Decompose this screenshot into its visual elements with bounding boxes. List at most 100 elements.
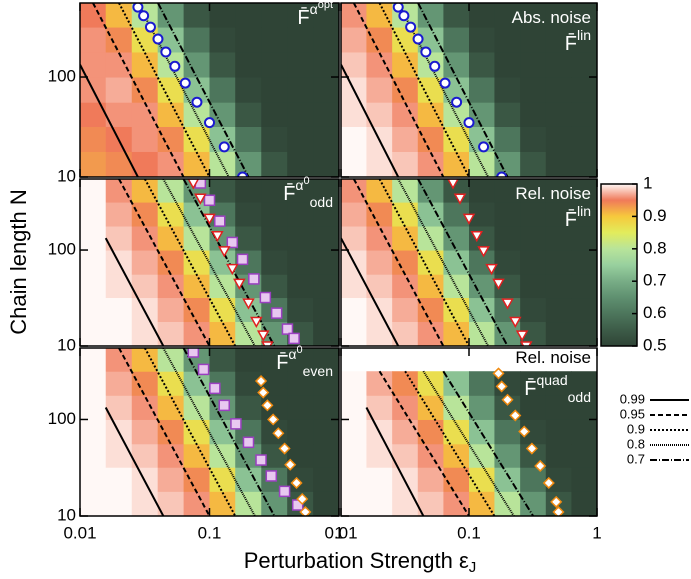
heatmap-cell — [157, 419, 185, 445]
legend-label: 0.7 — [627, 451, 645, 466]
heatmap-cell — [287, 51, 314, 78]
heatmap-cell — [341, 491, 367, 516]
heatmap-cell — [287, 179, 314, 203]
heatmap-cell — [341, 274, 367, 299]
x-tick-label: 0.1 — [198, 523, 222, 542]
panel — [341, 179, 597, 346]
heatmap-cell — [183, 3, 210, 28]
heatmap-cell — [366, 3, 393, 28]
marker-point — [203, 213, 216, 225]
panel-label-part: lin — [577, 203, 591, 219]
heatmap-cell — [392, 419, 419, 445]
heatmap-cell — [494, 77, 521, 103]
heatmap-cell — [545, 321, 572, 346]
heatmap-cell — [417, 467, 444, 492]
marker-point — [284, 458, 297, 471]
heatmap-cell — [157, 297, 185, 323]
legend-label: 0.9 — [627, 421, 645, 436]
heatmap-cell — [443, 3, 470, 28]
heatmap-cell — [366, 371, 393, 396]
heatmap-cell — [209, 321, 236, 346]
panel-label-part: F̄ — [565, 32, 577, 55]
contour-line — [417, 3, 509, 177]
heatmap-cell — [469, 419, 495, 445]
heatmap-cell — [313, 467, 339, 492]
panel-label-part: 0 — [304, 175, 310, 187]
panel — [80, 348, 339, 516]
heatmap-cell — [494, 3, 521, 28]
heatmap-cell — [520, 274, 547, 299]
heatmap-cell — [494, 179, 521, 203]
heatmap-cell — [183, 126, 210, 152]
heatmap-cell — [183, 491, 210, 516]
x-axis-label-main: Perturbation Strength ε — [244, 548, 469, 573]
heatmap-cell — [157, 467, 185, 492]
heatmap-cell — [235, 443, 262, 468]
panel-label-part: Rel. noise — [515, 348, 591, 367]
heatmap-cell — [235, 3, 262, 28]
heatmap-cell — [545, 179, 572, 203]
heatmap-cell — [341, 297, 367, 323]
heatmap-cell — [80, 274, 107, 299]
heatmap-cell — [209, 27, 236, 53]
panel-label: F̄lin — [565, 27, 591, 56]
heatmap-cell — [261, 348, 288, 372]
heatmap-cell — [183, 443, 210, 468]
marker-point — [211, 230, 224, 243]
contour-line — [397, 179, 489, 346]
colorbar-tick-label: 0.6 — [643, 303, 667, 322]
heatmap-cell — [313, 51, 339, 78]
heatmap-cell — [469, 297, 495, 323]
heatmap-cell — [545, 3, 572, 28]
heatmap-cell — [366, 179, 393, 203]
heatmap-cell — [417, 126, 444, 152]
contour-line — [378, 370, 470, 516]
contour-line — [104, 407, 165, 516]
marker-point — [194, 193, 207, 205]
heatmap-cell — [417, 202, 444, 227]
heatmap-cell — [545, 77, 572, 103]
heatmap-cell — [105, 321, 133, 346]
heatmap-cell — [235, 467, 262, 492]
heatmap-cell — [313, 491, 339, 516]
heatmap-cell — [157, 151, 185, 177]
heatmap-cell — [520, 297, 547, 323]
heatmap-cell — [313, 371, 339, 396]
heatmap-cell — [313, 250, 339, 275]
heatmap-cell — [183, 467, 210, 492]
heatmap-cell — [80, 321, 107, 346]
heatmap-cell — [209, 467, 236, 492]
heatmap-cell — [261, 27, 288, 53]
heatmap-cell — [209, 51, 236, 78]
heatmap-cell — [520, 250, 547, 275]
heatmap-cell — [131, 395, 159, 420]
heatmap-cell — [287, 226, 314, 251]
panel-label-part: lin — [577, 27, 591, 43]
heatmap-cell — [417, 77, 444, 103]
marker-point — [233, 278, 246, 290]
heatmap-cell — [261, 250, 288, 275]
heatmap-cell — [545, 250, 572, 275]
heatmap-cell — [341, 371, 367, 396]
marker-point — [470, 230, 484, 243]
marker-point — [519, 341, 533, 346]
heatmap-cell — [131, 491, 159, 516]
marker-point — [187, 179, 200, 190]
panel-label-part: Abs. noise — [512, 8, 591, 27]
heatmap-cell — [520, 491, 547, 516]
heatmap-cell — [494, 443, 521, 468]
heatmap-cell — [261, 3, 288, 28]
contour-line — [162, 179, 256, 346]
heatmap-cell — [261, 126, 288, 152]
heatmap-cell — [235, 226, 262, 251]
marker-point — [230, 418, 242, 430]
heatmap-cell — [494, 491, 521, 516]
marker-point — [261, 341, 274, 346]
heatmap-cell — [366, 202, 393, 227]
heatmap-cell — [105, 77, 133, 103]
heatmap-cell — [392, 297, 419, 323]
heatmap-cell — [287, 202, 314, 227]
heatmap-cell — [105, 27, 133, 53]
heatmap-cell — [105, 274, 133, 299]
heatmap-cell — [417, 250, 444, 275]
